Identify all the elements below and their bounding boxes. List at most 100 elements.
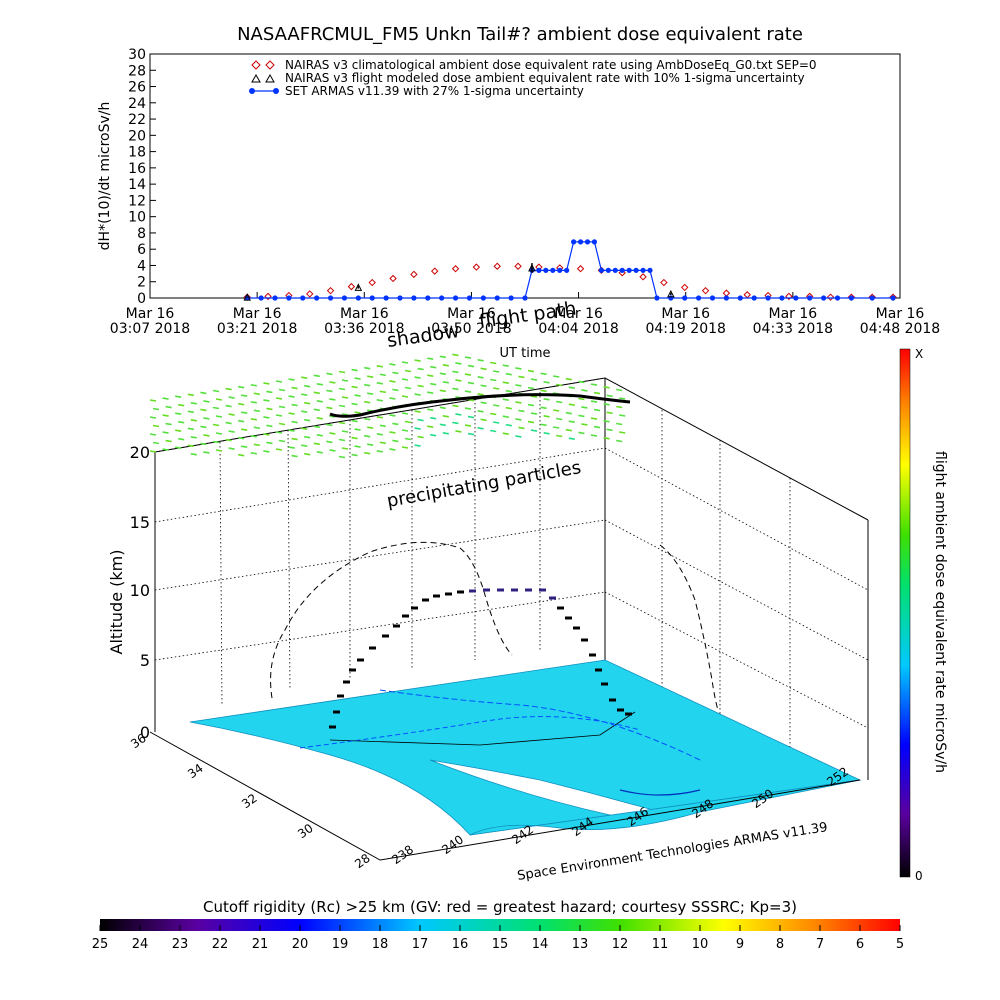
grid-line: [604, 519, 869, 661]
particle-mark: [590, 383, 598, 386]
particle-mark: [502, 364, 509, 367]
particle-mark: [392, 439, 399, 443]
particle-mark: [565, 411, 572, 415]
particle-mark: [452, 370, 459, 374]
cutoff-tick-label: 21: [252, 937, 269, 952]
particle-mark: [291, 454, 298, 458]
particle-mark: [379, 373, 386, 377]
x-tick-label-time: 03:21 2018: [217, 321, 297, 337]
cutoff-tick-label: 14: [532, 937, 549, 952]
particle-mark: [326, 440, 333, 444]
cutoff-colorbar: Cutoff rigidity (Rc) >25 km (GV: red = g…: [92, 898, 904, 952]
particle-mark: [502, 381, 509, 384]
floor-front-edge: [149, 731, 861, 861]
particle-mark: [578, 380, 585, 384]
particle-mark: [530, 429, 538, 432]
particle-mark: [187, 393, 194, 397]
particle-mark: [200, 425, 207, 429]
armas-point: [314, 295, 320, 301]
nairas-climatological-point: [451, 265, 460, 273]
particle-mark: [593, 425, 601, 429]
particle-mark: [619, 397, 626, 400]
particle-mark: [376, 450, 383, 453]
particle-mark: [266, 441, 273, 445]
flight-3d-view: flight path shadow precipitating particl…: [107, 298, 869, 884]
particle-mark: [505, 372, 512, 376]
x-tick-label-time: 03:36 2018: [324, 321, 404, 337]
particle-mark: [250, 452, 257, 455]
latitude-tick-label: 32: [239, 791, 260, 811]
armas-point: [696, 295, 702, 301]
altitude-ticks: 0 5 10 15 20: [130, 443, 150, 742]
armas-point: [571, 239, 577, 245]
cutoff-tick-label: 9: [736, 937, 744, 952]
y-axis-label: dH*(10)/dt microSv/h: [97, 102, 113, 251]
armas-point: [765, 295, 771, 301]
latitude-tick-label: 34: [185, 761, 206, 781]
box-edges: [154, 377, 869, 780]
particle-mark: [527, 369, 535, 373]
x-tick-label-date: Mar 16: [233, 306, 282, 322]
particle-mark: [275, 380, 283, 383]
legend-item-armas: SET ARMAS v11.39 with 27% 1-sigma uncert…: [249, 84, 584, 98]
particle-mark: [149, 399, 157, 402]
particle-mark: [464, 356, 472, 359]
particle-mark: [241, 411, 248, 414]
particle-mark: [578, 414, 585, 418]
particle-mark: [354, 445, 361, 448]
armas-point: [598, 267, 604, 273]
particle-mark: [515, 367, 522, 370]
particle-mark: [464, 424, 472, 427]
particle-mark: [278, 422, 286, 426]
particle-mark: [578, 431, 585, 435]
particle-mark: [165, 422, 172, 426]
particle-mark: [338, 438, 346, 442]
flight-shadow-path: [270, 541, 719, 711]
particle-mark: [338, 455, 346, 459]
particle-mark: [152, 424, 160, 428]
particle-mark: [455, 379, 462, 382]
particle-mark: [291, 403, 298, 407]
particle-mark: [480, 367, 487, 371]
particle-mark: [275, 414, 283, 417]
particle-mark: [376, 416, 383, 419]
particle-mark: [452, 404, 459, 408]
particle-mark: [367, 375, 374, 378]
particle-mark: [505, 406, 512, 410]
armas-point: [821, 295, 827, 301]
particle-mark: [200, 408, 207, 412]
particle-mark: [439, 406, 446, 410]
particle-mark: [338, 404, 346, 408]
particle-mark: [275, 448, 283, 451]
armas-point: [522, 295, 528, 301]
particle-mark: [288, 446, 295, 449]
nairas-climatological-point: [264, 292, 272, 301]
armas-point: [890, 295, 896, 301]
armas-point: [286, 295, 292, 301]
nairas-climatological-point: [826, 293, 835, 301]
particle-mark: [354, 428, 361, 431]
nairas-climatological-point: [639, 273, 647, 281]
particle-mark: [301, 410, 308, 413]
particle-mark: [351, 453, 358, 457]
legend-triangle-marker: [251, 73, 275, 83]
particle-mark: [228, 396, 235, 399]
cutoff-tick-label: 13: [572, 937, 589, 952]
x-tick-label-date: Mar 16: [554, 306, 603, 322]
particle-mark: [190, 453, 197, 456]
armas-point: [466, 295, 473, 301]
legend: NAIRAS v3 climatological ambient dose eq…: [249, 58, 817, 98]
nairas-climatological-point: [472, 263, 481, 271]
x-tick-label-time: 04:19 2018: [645, 321, 725, 337]
particle-mark: [364, 451, 371, 455]
particle-mark: [178, 420, 185, 424]
particle-mark: [439, 423, 446, 427]
particle-mark: [316, 434, 323, 437]
particle-mark: [568, 403, 575, 406]
particle-mark: [556, 434, 563, 438]
particle-mark: [341, 430, 349, 433]
particle-mark: [212, 423, 220, 427]
particle-mark: [404, 386, 412, 390]
particle-mark: [178, 403, 185, 407]
